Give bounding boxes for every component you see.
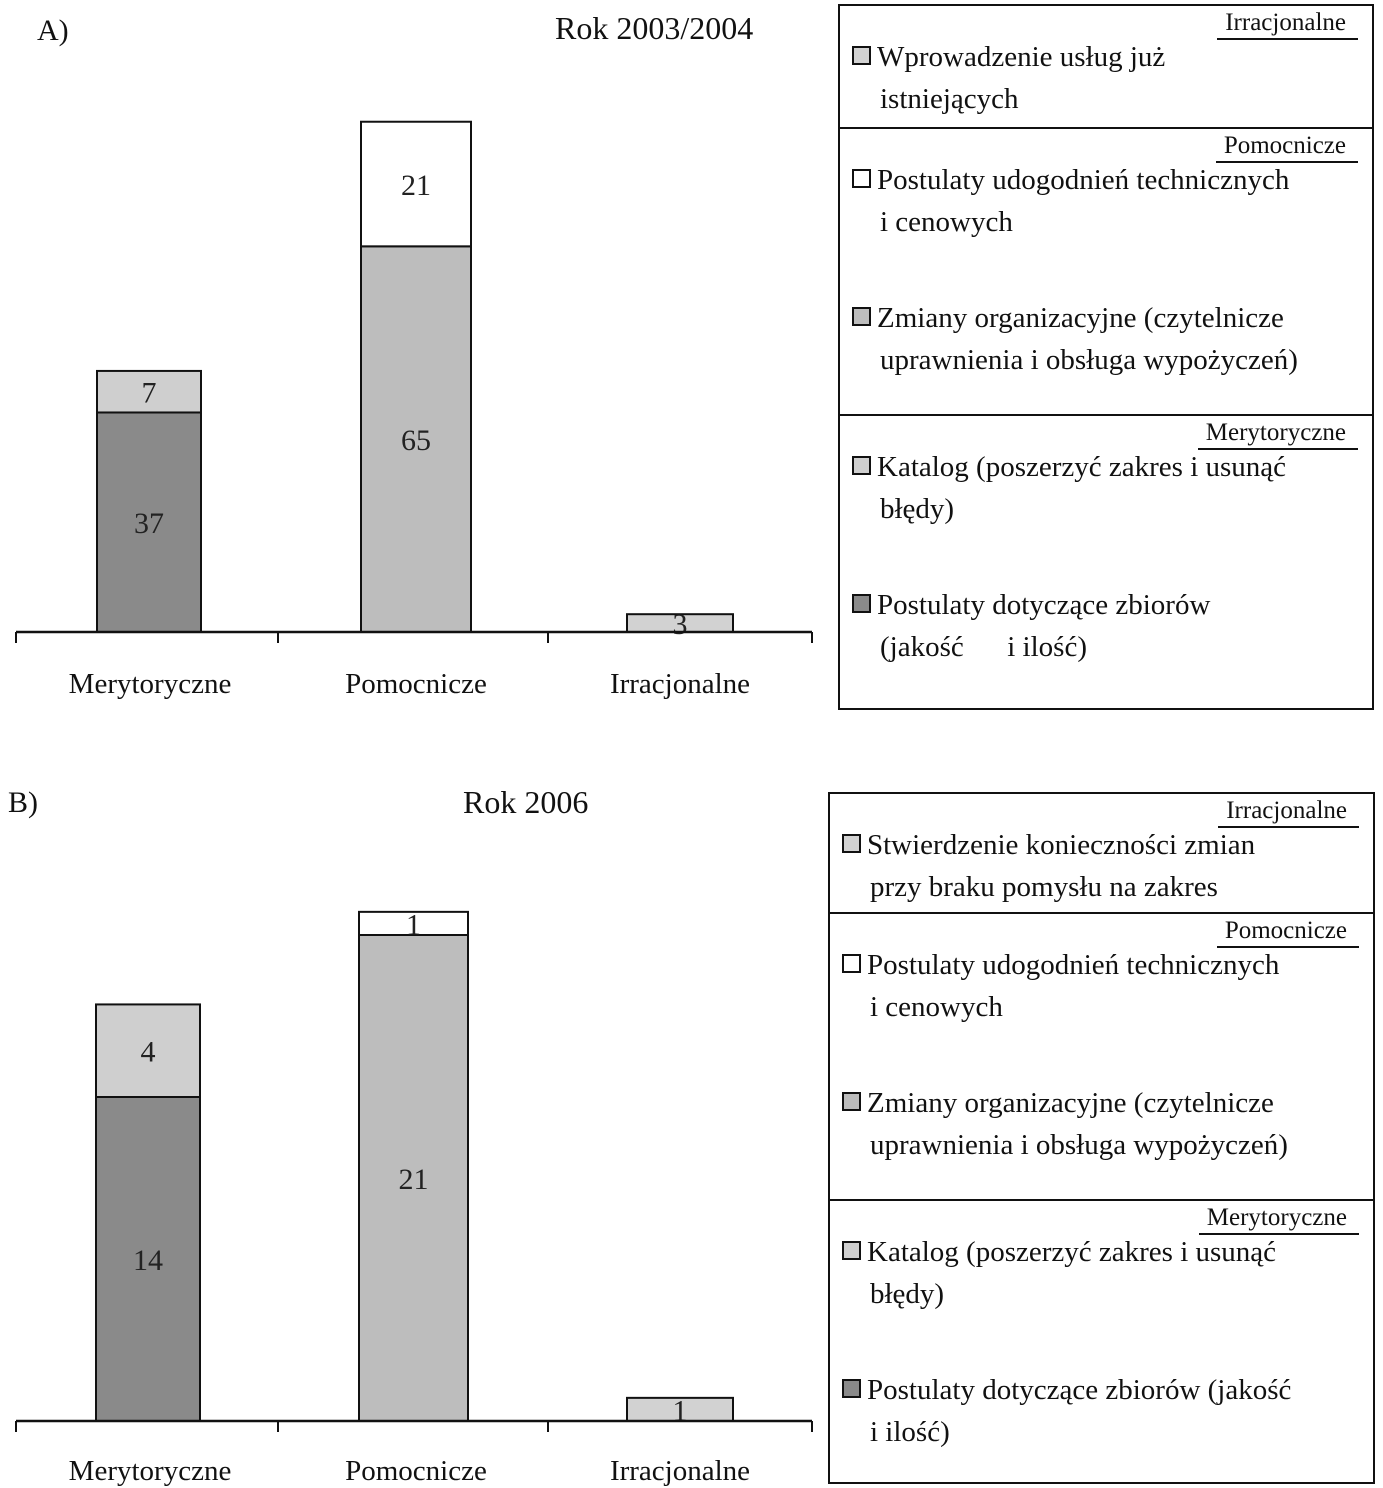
- chart-a-title: Rok 2003/2004: [555, 10, 754, 46]
- legend-item-text: Postulaty udogodnień technicznych: [867, 949, 1280, 981]
- legend-section-header: Pomocnicze: [1216, 916, 1359, 948]
- bar-value-label: 21: [399, 1163, 429, 1196]
- legend-section-header: Irracjonalne: [1218, 796, 1359, 828]
- legend-section-header: Irracjonalne: [1217, 8, 1358, 40]
- bar-segment-merytoryczne-1: [95, 1003, 201, 1099]
- legend-item-text: istniejących: [880, 83, 1019, 115]
- legend-swatch: [852, 307, 871, 326]
- legend-section-irracjonalne: Irracjonalne Stwierdzenie konieczności zm…: [830, 794, 1373, 914]
- bar-segment-pomocnicze-2: [358, 934, 469, 1422]
- x-tick-label: Merytoryczne: [69, 668, 232, 700]
- legend-item-text: błędy): [880, 493, 955, 525]
- legend-b: Irracjonalne Stwierdzenie konieczności zm…: [828, 792, 1375, 1484]
- bar-value-label: 37: [134, 507, 164, 540]
- legend-swatch: [852, 169, 871, 188]
- legend-item: Postulaty udogodnień technicznych i cenow…: [842, 944, 1367, 1028]
- legend-item: Postulaty udogodnień technicznych i cenow…: [852, 159, 1366, 243]
- legend-swatch: [842, 1092, 861, 1111]
- legend-item-text: Katalog (poszerzyć zakres i usunąć: [867, 1236, 1277, 1268]
- legend-item-text: przy braku pomysłu na zakres: [870, 871, 1218, 903]
- legend-item: Stwierdzenie konieczności zmian przy brak…: [842, 824, 1367, 908]
- panel-a-label: A): [37, 14, 69, 47]
- bar-segment-merytoryczne-1: [96, 369, 202, 414]
- legend-item-text: Katalog (poszerzyć zakres i usunąć: [877, 451, 1287, 483]
- chart-b-plot: 14 4 21 1 1 Merytoryczne Pomocnicze Irracjonaln…: [15, 908, 813, 1487]
- legend-swatch: [852, 46, 871, 65]
- x-tick-label: Irracjonalne: [610, 1455, 750, 1487]
- legend-swatch: [842, 954, 861, 973]
- legend-item-text: i ilość): [870, 1416, 950, 1448]
- legend-item: Wprowadzenie usług już istniejących: [852, 36, 1366, 120]
- legend-section-header: Pomocnicze: [1215, 131, 1358, 163]
- legend-item-text: Stwierdzenie konieczności zmian: [867, 829, 1256, 861]
- legend-a: Irracjonalne Wprowadzenie usług już istnie…: [838, 4, 1374, 710]
- bar-value-label: 4: [141, 1036, 156, 1069]
- legend-item: Zmiany organizacyjne (czytelnicze uprawni…: [852, 297, 1366, 381]
- legend-swatch: [842, 1241, 861, 1260]
- legend-item: Postulaty dotyczące zbiorów (jakość i ilo…: [842, 1369, 1367, 1453]
- bar-value-label: 14: [133, 1244, 163, 1277]
- bar-value-label: 1: [673, 1394, 688, 1427]
- legend-section-pomocnicze: Pomocnicze Postulaty udogodnień techniczn…: [840, 129, 1372, 416]
- legend-item-text: uprawnienia i obsługa wypożyczeń): [880, 344, 1298, 376]
- bar-segment-pomocnicze-2: [360, 245, 472, 633]
- legend-item: Zmiany organizacyjne (czytelnicze uprawni…: [842, 1082, 1367, 1166]
- bar-value-label: 1: [406, 908, 421, 941]
- legend-section-header: Merytoryczne: [1197, 418, 1358, 450]
- panel-b-label: B): [8, 786, 38, 819]
- legend-item-text: błędy): [870, 1278, 945, 1310]
- legend-swatch: [842, 1379, 861, 1398]
- bar-segment-pomocnicze-3: [360, 120, 472, 248]
- x-tick-label: Irracjonalne: [610, 668, 750, 700]
- legend-item: Katalog (poszerzyć zakres i usunąć błędy): [842, 1231, 1367, 1315]
- legend-swatch: [852, 594, 871, 613]
- legend-item-text: Wprowadzenie usług już: [877, 41, 1166, 73]
- chart-b-title: Rok 2006: [463, 784, 589, 820]
- legend-item-text: i cenowych: [880, 206, 1013, 238]
- legend-item-text: Zmiany organizacyjne (czytelnicze: [867, 1087, 1274, 1119]
- legend-item: Katalog (poszerzyć zakres i usunąć błędy): [852, 446, 1366, 530]
- legend-item-text: i cenowych: [870, 991, 1003, 1023]
- legend-item-text: Zmiany organizacyjne (czytelnicze: [877, 302, 1284, 334]
- x-tick-label: Merytoryczne: [69, 1455, 232, 1487]
- legend-section-merytoryczne: Merytoryczne Katalog (poszerzyć zakres i …: [840, 416, 1372, 708]
- x-tick-label: Pomocnicze: [345, 668, 487, 700]
- legend-item-text: (jakość i ilość): [880, 631, 1087, 663]
- bar-segment-pomocnicze-3: [358, 910, 469, 936]
- legend-section-header: Merytoryczne: [1198, 1203, 1359, 1235]
- legend-swatch: [852, 456, 871, 475]
- legend-item-text: Postulaty udogodnień technicznych: [877, 164, 1290, 196]
- legend-swatch: [842, 834, 861, 853]
- bar-value-label: 7: [142, 377, 157, 410]
- legend-section-merytoryczne: Merytoryczne Katalog (poszerzyć zakres i …: [830, 1201, 1373, 1482]
- x-tick-label: Pomocnicze: [345, 1455, 487, 1487]
- legend-section-irracjonalne: Irracjonalne Wprowadzenie usług już istnie…: [840, 6, 1372, 129]
- legend-item-text: uprawnienia i obsługa wypożyczeń): [870, 1129, 1288, 1161]
- legend-section-pomocnicze: Pomocnicze Postulaty udogodnień techniczn…: [830, 914, 1373, 1201]
- legend-item-text: Postulaty dotyczące zbiorów (jakość: [867, 1374, 1292, 1406]
- bar-value-label: 65: [401, 424, 431, 457]
- legend-item-text: Postulaty dotyczące zbiorów: [877, 589, 1211, 621]
- legend-item: Postulaty dotyczące zbiorów (jakość i ilo…: [852, 584, 1366, 668]
- bar-value-label: 21: [401, 169, 431, 202]
